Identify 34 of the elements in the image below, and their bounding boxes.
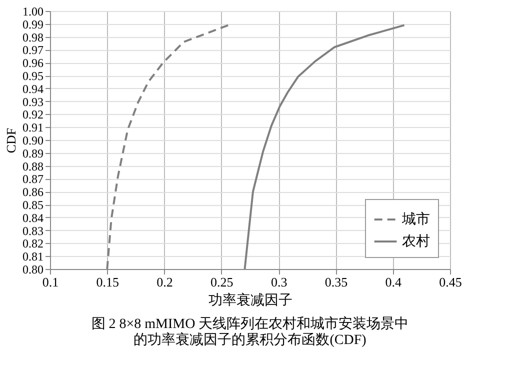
x-tick-label: 0.4	[385, 274, 402, 290]
y-tick-label: 0.89	[22, 146, 44, 160]
y-tick-label: 0.91	[22, 120, 44, 135]
x-tick-label: 0.45	[439, 274, 462, 290]
y-axis-title: CDF	[4, 128, 18, 154]
legend-label: 城市	[401, 212, 430, 228]
x-tick-label: 0.1	[42, 274, 59, 290]
text: 图 2 8×8 mMIMO 天线阵列在农村和城市安装场景中的功率衰减因子的累积分布函数(CDF)	[91, 316, 409, 348]
y-tick-label: 0.92	[22, 108, 44, 122]
y-tick-label: 0.80	[22, 262, 44, 276]
x-tick-label: 0.3	[270, 274, 288, 290]
y-tick-label: 0.94	[22, 82, 44, 96]
y-tick-label: 0.93	[22, 94, 44, 109]
y-tick-label: 0.88	[22, 159, 44, 174]
x-axis-title: 功率衰减因子	[208, 292, 292, 308]
y-tick-label: 0.97	[22, 43, 44, 58]
y-tick-label: 0.85	[22, 198, 44, 212]
x-tick-label: 0.25	[210, 274, 234, 290]
y-tick-label: 0.98	[22, 30, 44, 44]
y-tick-label: 0.95	[22, 69, 44, 83]
y-tick-label: 0.96	[22, 56, 44, 70]
y-tick-label: 0.86	[22, 185, 44, 200]
y-tick-label: 0.82	[22, 236, 44, 251]
x-tick-label: 0.2	[156, 274, 173, 290]
y-tick-label: 0.84	[22, 210, 44, 225]
x-tick-label: 0.15	[96, 274, 120, 290]
x-tick-label: 0.35	[324, 274, 348, 290]
y-tick-label: 0.81	[22, 250, 44, 264]
y-tick-label: 0.87	[22, 172, 44, 186]
y-tick-label: 0.90	[22, 134, 44, 148]
y-tick-label: 0.83	[22, 224, 44, 238]
legend-label: 农村	[402, 234, 430, 250]
y-tick-label: 1.00	[22, 4, 44, 18]
y-tick-label: 0.99	[22, 17, 44, 32]
